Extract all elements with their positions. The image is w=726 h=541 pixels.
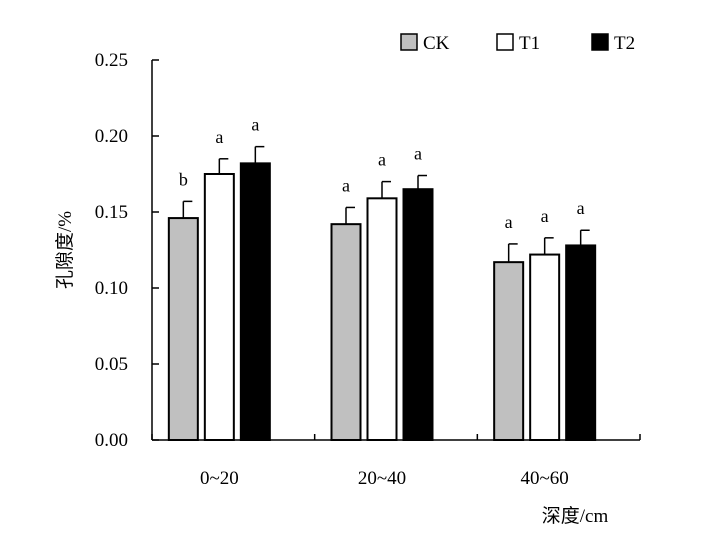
bar [239, 162, 271, 442]
bar [366, 197, 398, 441]
legend-swatch [496, 33, 514, 51]
x-tick-label: 0~20 [200, 468, 239, 489]
x-tick-label: 40~60 [521, 468, 569, 489]
y-axis-title: 孔隙度/% [54, 211, 76, 289]
significance-label: a [505, 212, 513, 232]
y-tick-label: 0.05 [95, 354, 128, 375]
legend: CK T1 T2 [400, 33, 635, 54]
significance-label: a [414, 144, 422, 164]
bar [565, 244, 597, 441]
y-ticks: 0.00 0.05 0.10 0.15 0.20 0.25 [95, 50, 159, 451]
significance-label: a [251, 115, 259, 135]
significance-label: a [541, 206, 549, 226]
legend-label: T1 [519, 33, 540, 54]
bar [330, 223, 362, 441]
x-ticks: 0~20 20~40 40~60 [151, 434, 641, 489]
y-tick-label: 0.00 [95, 430, 128, 451]
bars: b a a a a a a a a [167, 115, 597, 442]
legend-swatch [591, 33, 609, 51]
legend-label: CK [423, 33, 450, 54]
significance-label: a [378, 150, 386, 170]
bar [167, 217, 199, 441]
bar [203, 173, 235, 441]
significance-label: a [577, 198, 585, 218]
x-tick-label: 20~40 [358, 468, 406, 489]
legend-swatch [400, 33, 418, 51]
bar [529, 253, 561, 441]
significance-label: a [342, 175, 350, 195]
y-tick-label: 0.15 [95, 202, 128, 223]
x-axis-title: 深度/cm [542, 505, 609, 527]
y-tick-label: 0.10 [95, 278, 128, 299]
bar [402, 188, 434, 441]
significance-label: b [179, 169, 188, 189]
y-tick-label: 0.25 [95, 50, 128, 71]
bar [493, 261, 525, 441]
y-tick-label: 0.20 [95, 126, 128, 147]
significance-label: a [215, 127, 223, 147]
legend-label: T2 [614, 33, 635, 54]
